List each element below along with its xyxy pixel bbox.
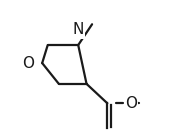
Text: N: N — [73, 22, 84, 37]
Text: O: O — [125, 96, 137, 111]
Text: O: O — [22, 56, 35, 71]
